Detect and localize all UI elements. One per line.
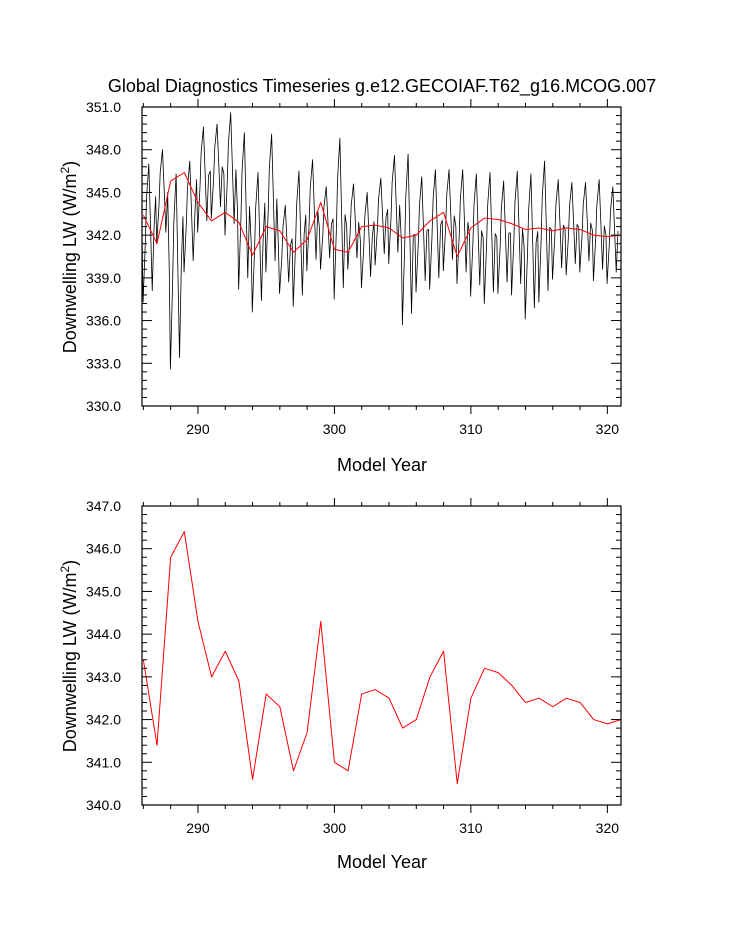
y-tick-label: 345.0	[86, 184, 121, 200]
plot-frame	[141, 505, 622, 806]
x-tick-label: 300	[323, 820, 347, 836]
x-tick-label: 290	[186, 421, 210, 437]
y-tick-label: 348.0	[86, 142, 121, 158]
monthly-series-line	[142, 112, 619, 370]
y-axis-label: Downwelling LW (W/m2)	[58, 161, 80, 353]
y-tick-label: 340.0	[86, 797, 121, 813]
chart-title: Global Diagnostics Timeseries g.e12.GECO…	[108, 76, 656, 97]
y-tick-label: 342.0	[86, 227, 121, 243]
bottom-panel: Model Year Downwelling LW (W/m2) 290 300 3…	[58, 498, 622, 872]
y-tick-label: 330.0	[86, 398, 121, 414]
top-panel: Global Diagnostics Timeseries g.e12.GECO…	[58, 76, 656, 475]
x-axis-label: Model Year	[337, 852, 427, 872]
y-tick-label: 344.0	[86, 626, 121, 642]
y-axis-label: Downwelling LW (W/m2)	[58, 560, 80, 752]
x-tick-label: 310	[459, 820, 483, 836]
y-tick-label: 343.0	[86, 669, 121, 685]
y-tick-label: 347.0	[86, 498, 121, 514]
y-tick-label: 351.0	[86, 99, 121, 115]
annual-mean-line	[142, 531, 621, 785]
x-axis-label: Model Year	[337, 455, 427, 475]
y-tick-label: 345.0	[86, 583, 121, 599]
x-tick-label: 310	[459, 421, 483, 437]
plot-frame	[141, 106, 622, 407]
y-tick-label: 342.0	[86, 712, 121, 728]
x-tick-label: 320	[596, 820, 620, 836]
y-tick-label: 339.0	[86, 270, 121, 286]
y-tick-label: 333.0	[86, 355, 121, 371]
annual-mean-line	[142, 172, 621, 257]
x-tick-label: 290	[186, 820, 210, 836]
y-tick-label: 341.0	[86, 754, 121, 770]
plot-area: 290 300 310 320 330.0 333.0 336.0 339.0 342.0 345…	[86, 99, 622, 437]
plot-area: 290 300 310 320 340.0 341.0 342.0 343.0 344.0 345…	[86, 498, 622, 836]
y-tick-label: 346.0	[86, 541, 121, 557]
x-tick-label: 300	[323, 421, 347, 437]
y-tick-label: 336.0	[86, 313, 121, 329]
x-tick-label: 320	[596, 421, 620, 437]
